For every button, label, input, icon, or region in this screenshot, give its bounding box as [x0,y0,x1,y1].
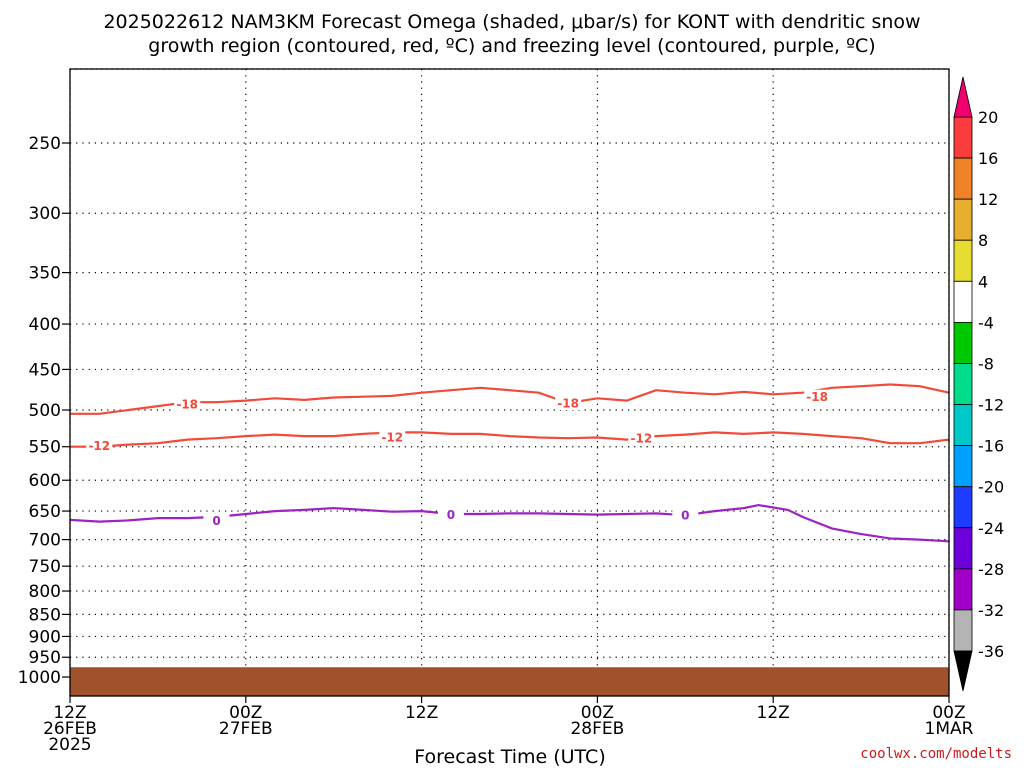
y-tick-label: 350 [29,264,61,284]
contour-line--12 [70,431,950,448]
contour-label: -12 [381,430,403,444]
contour-label-bg [86,438,113,453]
colorbar-swatch [953,568,973,611]
colorbar-swatch [953,445,973,488]
colorbar-label: 8 [978,231,988,250]
x-axis-label: Forecast Time (UTC) [414,746,605,768]
x-tick-label: 28FEB [570,719,624,739]
x-tick-label: 12Z [757,703,790,723]
colorbar-label: -8 [978,354,994,373]
contour-label: 0 [212,514,220,528]
contour-label: -12 [88,439,110,453]
y-tick-label: 250 [29,134,61,154]
colorbar-label: -20 [978,478,1004,497]
y-tick-label: 650 [29,502,61,522]
y-tick-label: 850 [29,605,61,625]
x-tick-label: 1MAR [925,719,974,739]
colorbar: -36 -32 -28 -24 -20 -16 -12 -8 -4 4 8 12 16 20 [953,76,1004,692]
colorbar-label: 20 [978,108,998,127]
colorbar-label: 12 [978,190,998,209]
colorbar-swatch [953,198,973,241]
x-tick-label: 26FEB [43,719,97,739]
y-tick-label: 600 [29,471,61,491]
y-tick-label: 450 [29,360,61,380]
colorbar-swatch [953,116,973,159]
colorbar-label: -28 [978,560,1004,579]
ground-layer [70,667,949,696]
y-tick-label: 750 [29,557,61,577]
chart-title-line-2: growth region (contoured, red, ºC) and f… [148,35,875,57]
colorbar-swatch [953,527,973,570]
colorbar-swatch [953,404,973,447]
contour-label-bg [628,431,655,446]
colorbar-over-triangle [953,76,973,118]
colorbar-swatch [953,486,973,529]
axes [69,68,950,697]
y-tick-label: 950 [29,648,61,668]
colorbar-label: -24 [978,519,1004,538]
x-tick-label: 12Z [53,703,86,723]
chart-title-line-1: 2025022612 NAM3KM Forecast Omega (shaded… [103,11,920,33]
x-tick-label: 00Z [229,703,262,723]
colorbar-swatch [953,239,973,282]
contour-label-bg [672,508,699,523]
contour-layer: -18 -18 -18 -12 -12 -12 0 0 0 [69,383,950,543]
colorbar-swatch [953,157,973,200]
contour-label: -18 [806,390,828,404]
contour-line--18 [70,383,950,415]
colorbar-label: -36 [978,642,1004,661]
x-tick-label: 2025 [48,735,91,755]
y-tick-labels: 2503003504004505005506006507007508008509… [18,134,70,688]
colorbar-label: -32 [978,601,1004,620]
contour-label: -12 [631,432,653,446]
contour-label: 0 [681,509,689,523]
colorbar-under-triangle [953,650,973,692]
colorbar-label: -4 [978,313,994,332]
ground-band [70,667,949,696]
colorbar-label: -12 [978,396,1004,415]
colorbar-label: -16 [978,437,1004,456]
y-tick-label: 400 [29,315,61,335]
y-tick-label: 550 [29,438,61,458]
contour-label: -18 [176,397,198,411]
plot-frame [69,68,950,697]
y-tick-label: 800 [29,582,61,602]
y-tick-label: 300 [29,204,61,224]
x-tick-label: 00Z [581,703,614,723]
x-tick-label: 12Z [405,703,438,723]
contour-label-bg [437,507,464,522]
credit-text: coolwx.com/modelts [860,746,1012,762]
colorbar-swatch [953,609,973,652]
x-tick-label: 00Z [932,703,965,723]
colorbar-swatch [953,280,973,323]
colorbar-label: 4 [978,272,988,291]
contour-label-bg [203,513,230,528]
y-tick-label: 500 [29,401,61,421]
y-tick-label: 900 [29,627,61,647]
y-tick-label: 700 [29,531,61,551]
x-tick-label: 27FEB [219,719,273,739]
contour-label-bg [804,389,831,404]
contour-label-bg [555,396,582,411]
y-tick-label: 1000 [18,668,61,688]
contour-label-bg [379,429,406,444]
contour-label-bg [174,396,201,411]
contour-label: -18 [557,397,579,411]
colorbar-swatch [953,363,973,405]
contour-label: 0 [447,508,455,522]
colorbar-swatch [953,321,973,364]
colorbar-label: 16 [978,149,998,168]
plot-area [70,69,949,696]
